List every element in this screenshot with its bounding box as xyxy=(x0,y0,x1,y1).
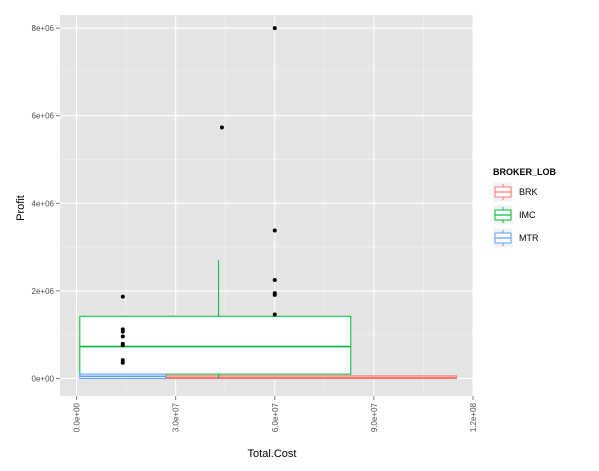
data-point xyxy=(120,360,125,365)
legend: BROKER_LOB BRK IMC MTR xyxy=(492,167,557,249)
legend-label: BRK xyxy=(519,187,538,197)
legend-key-brk xyxy=(492,181,514,203)
y-tick-label: 8e+06 xyxy=(32,24,55,33)
data-point xyxy=(272,26,277,31)
data-points xyxy=(120,26,277,365)
data-point xyxy=(120,329,125,334)
x-tick-label: 6.0e+07 xyxy=(271,402,280,432)
data-point xyxy=(120,343,125,348)
legend-label: MTR xyxy=(519,233,539,243)
y-tick-label: 2e+06 xyxy=(32,287,55,296)
data-point xyxy=(219,125,224,130)
data-point xyxy=(120,294,125,299)
legend-label: IMC xyxy=(519,210,536,220)
x-tick-label: 0.0e+00 xyxy=(73,402,82,432)
box-brk xyxy=(165,375,457,379)
x-tick-label: 9.0e+07 xyxy=(370,402,379,432)
legend-title: BROKER_LOB xyxy=(493,167,557,177)
box-mtr xyxy=(79,373,167,379)
y-axis-ticks: 0e+00 2e+06 4e+06 6e+06 8e+06 xyxy=(32,24,60,383)
data-point xyxy=(272,228,277,233)
y-tick-label: 6e+06 xyxy=(32,112,55,121)
box-imc xyxy=(79,260,352,379)
y-axis-title: Profit xyxy=(15,195,27,221)
data-point xyxy=(272,312,277,317)
legend-key-imc xyxy=(492,204,514,226)
data-point xyxy=(272,277,277,282)
x-axis-title: Total.Cost xyxy=(248,448,297,460)
x-axis-ticks: 0.0e+00 3.0e+07 6.0e+07 9.0e+07 1.2e+08 xyxy=(73,396,478,432)
data-point xyxy=(272,292,277,297)
y-tick-label: 0e+00 xyxy=(32,374,55,383)
legend-key-mtr xyxy=(492,227,514,249)
x-tick-label: 1.2e+08 xyxy=(469,402,478,432)
box-body xyxy=(79,315,352,375)
boxplots xyxy=(79,260,457,379)
y-tick-label: 4e+06 xyxy=(32,199,55,208)
x-tick-label: 3.0e+07 xyxy=(172,402,181,432)
grid-major xyxy=(60,15,474,396)
data-point xyxy=(120,334,125,339)
